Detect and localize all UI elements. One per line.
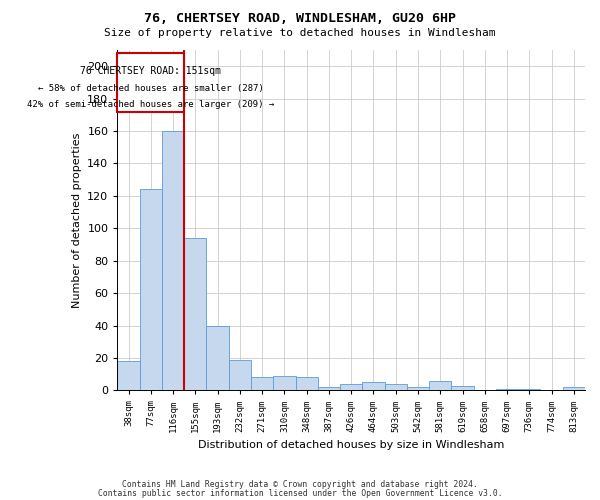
Bar [273, 376, 296, 390]
Bar [340, 384, 362, 390]
Bar [407, 387, 429, 390]
Bar [451, 386, 473, 390]
Text: 76, CHERTSEY ROAD, WINDLESHAM, GU20 6HP: 76, CHERTSEY ROAD, WINDLESHAM, GU20 6HP [144, 12, 456, 26]
Bar [563, 387, 585, 390]
Bar [318, 387, 340, 390]
Bar [184, 238, 206, 390]
Text: 42% of semi-detached houses are larger (209) →: 42% of semi-detached houses are larger (… [27, 100, 274, 109]
Bar [429, 380, 451, 390]
Bar [518, 389, 541, 390]
Bar [496, 389, 518, 390]
Bar [206, 326, 229, 390]
Bar [118, 361, 140, 390]
Text: Contains public sector information licensed under the Open Government Licence v3: Contains public sector information licen… [98, 488, 502, 498]
Y-axis label: Number of detached properties: Number of detached properties [72, 132, 82, 308]
Text: Contains HM Land Registry data © Crown copyright and database right 2024.: Contains HM Land Registry data © Crown c… [122, 480, 478, 489]
Text: Size of property relative to detached houses in Windlesham: Size of property relative to detached ho… [104, 28, 496, 38]
Bar [296, 378, 318, 390]
Bar [229, 360, 251, 390]
Text: 76 CHERTSEY ROAD: 151sqm: 76 CHERTSEY ROAD: 151sqm [80, 66, 221, 76]
Bar [162, 131, 184, 390]
Bar [385, 384, 407, 390]
Text: ← 58% of detached houses are smaller (287): ← 58% of detached houses are smaller (28… [38, 84, 263, 93]
Bar [362, 382, 385, 390]
X-axis label: Distribution of detached houses by size in Windlesham: Distribution of detached houses by size … [198, 440, 505, 450]
Bar [140, 190, 162, 390]
Bar [118, 53, 184, 112]
Bar [251, 378, 273, 390]
